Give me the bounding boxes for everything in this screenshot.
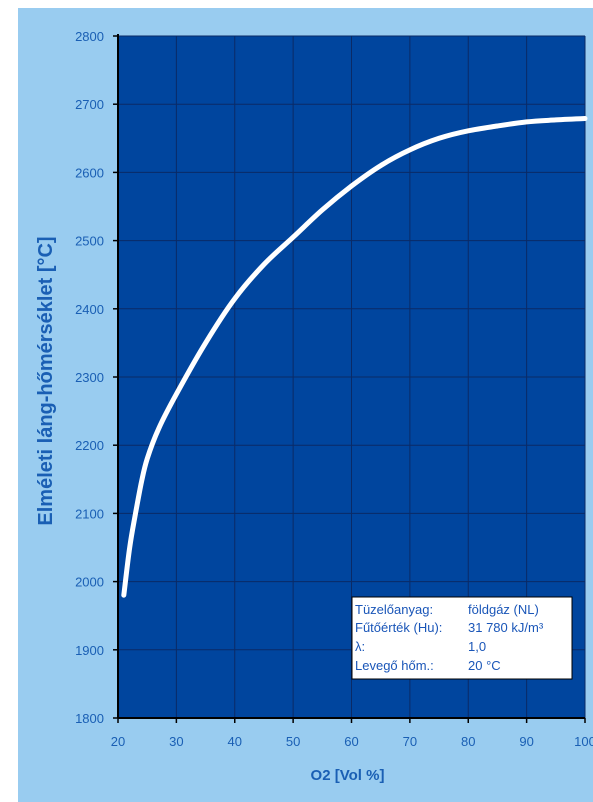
- x-tick-label-80: 80: [461, 734, 475, 749]
- x-tick-label-70: 70: [403, 734, 417, 749]
- y-tick-label-2500: 2500: [75, 234, 104, 249]
- y-tick-label-2400: 2400: [75, 302, 104, 317]
- y-tick-label-1800: 1800: [75, 711, 104, 726]
- chart-frame: 20 30 40 50 60 70 80 90 100 1800 1900 2000 2100 2200 2…: [18, 8, 593, 802]
- info-label-lambda: λ:: [355, 639, 365, 654]
- x-axis-title: O2 [Vol %]: [311, 767, 385, 784]
- axes: [113, 34, 586, 723]
- flame-temperature-chart: 20 30 40 50 60 70 80 90 100 1800 1900 2000 2100 2200 2…: [35, 29, 593, 784]
- y-tick-label-2300: 2300: [75, 370, 104, 385]
- grid-lines: [118, 35, 586, 718]
- x-tick-label-20: 20: [111, 734, 125, 749]
- series-line: [121, 116, 588, 598]
- x-tick-label-100: 100: [574, 734, 593, 749]
- x-tick-label-90: 90: [519, 734, 533, 749]
- y-tick-label-2100: 2100: [75, 506, 104, 521]
- y-tick-label-2700: 2700: [75, 97, 104, 112]
- x-tick-label-30: 30: [169, 734, 183, 749]
- info-label-fuel: Tüzelőanyag:: [355, 602, 433, 617]
- x-tick-label-50: 50: [286, 734, 300, 749]
- info-value-fuel: földgáz (NL): [468, 602, 539, 617]
- y-tick-label-2800: 2800: [75, 29, 104, 44]
- y-tick-label-2600: 2600: [75, 165, 104, 180]
- info-value-air-temperature: 20 °C: [468, 658, 501, 673]
- y-tick-label-1900: 1900: [75, 643, 104, 658]
- tick-labels: 20 30 40 50 60 70 80 90 100 1800 1900 2000 2100 2200 2…: [75, 29, 593, 749]
- y-axis-title: Elméleti láng-hőmérséklet [°C]: [35, 236, 57, 525]
- x-tick-label-60: 60: [344, 734, 358, 749]
- x-tick-label-40: 40: [228, 734, 242, 749]
- info-value-lambda: 1,0: [468, 639, 486, 654]
- info-label-air-temperature: Levegő hőm.:: [355, 658, 434, 673]
- info-box: Tüzelőanyag: földgáz (NL) Fűtőérték (Hu)…: [351, 596, 573, 680]
- info-label-heating-value: Fűtőérték (Hu):: [355, 620, 442, 635]
- y-tick-label-2000: 2000: [75, 575, 104, 590]
- info-value-heating-value: 31 780 kJ/m³: [468, 620, 544, 635]
- y-tick-label-2200: 2200: [75, 438, 104, 453]
